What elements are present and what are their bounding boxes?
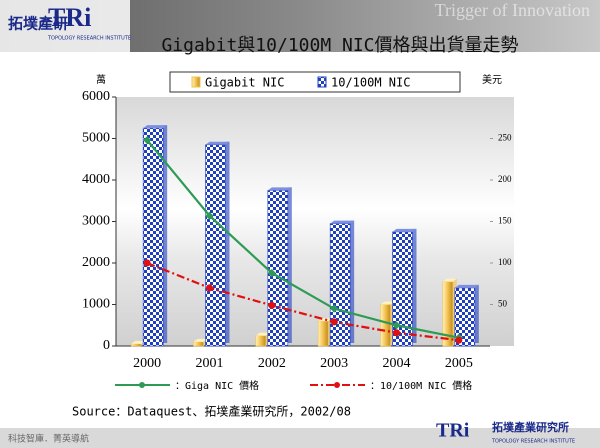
logo-cn: 拓墣產研 — [8, 15, 68, 33]
line-marker — [205, 211, 214, 220]
legend-label: Gigabit NIC — [205, 76, 284, 90]
bar-top — [205, 141, 230, 145]
line — [146, 139, 460, 339]
footer-logo: TRi — [436, 420, 470, 442]
bar — [317, 320, 329, 347]
bar-top — [454, 284, 479, 288]
y-tick-label: 0 — [103, 338, 110, 353]
y-tick-label: 2000 — [82, 255, 110, 270]
legend-marker — [139, 382, 145, 388]
logo-bg — [0, 0, 130, 52]
x-tick-label: 2004 — [383, 356, 411, 371]
y-tick-label: 1000 — [82, 297, 110, 312]
bar-side — [287, 187, 292, 343]
logo: TRi — [48, 3, 91, 32]
bar — [329, 223, 351, 347]
logo-sub: TOPOLOGY RESEARCH INSTITUTE — [47, 36, 131, 42]
line-marker — [330, 304, 339, 313]
bar — [130, 343, 142, 347]
line-marker — [330, 318, 338, 326]
y-tick-label: 6000 — [82, 89, 110, 104]
bar-side — [163, 125, 168, 343]
x-tick-label: 2003 — [320, 356, 348, 371]
legend-label: ：Giga NIC 價格 — [175, 379, 259, 392]
line-marker — [206, 284, 213, 292]
x-tick-label: 2001 — [196, 356, 224, 371]
line — [146, 261, 459, 342]
x-tick-label: 2002 — [258, 356, 286, 371]
bar-top — [380, 301, 395, 305]
source: Source：Dataquest、拓墣產業研究所，2002/08 — [72, 404, 351, 419]
bar — [193, 341, 204, 347]
bar-top — [143, 125, 168, 129]
bar-top — [267, 187, 292, 191]
bar-side — [412, 228, 417, 343]
line-marker — [268, 301, 276, 309]
line-marker — [393, 329, 400, 337]
x-tick-label: 2000 — [133, 356, 161, 371]
bar — [205, 144, 226, 347]
bar-top — [330, 220, 355, 224]
y2-tick-label: 150 — [498, 216, 512, 226]
y2-unit: 美元 — [482, 73, 502, 86]
bar — [142, 127, 164, 347]
legend-label: ：10/100M NIC 價格 — [370, 379, 472, 392]
bar-top — [255, 332, 270, 336]
y-tick-label: 5000 — [82, 131, 110, 146]
y-tick-label: 4000 — [82, 172, 110, 187]
footer-logo-cn: 拓墣產業研究所 — [492, 420, 569, 434]
y2-tick-label: 200 — [498, 174, 512, 184]
line-marker — [455, 336, 463, 344]
legend-swatch — [191, 76, 201, 88]
legend-swatch — [317, 76, 327, 88]
line-marker — [143, 259, 151, 267]
bar — [255, 335, 267, 347]
bar-top — [193, 338, 208, 342]
footer-band — [0, 428, 600, 448]
bar-top — [131, 340, 146, 344]
bar-side — [225, 141, 230, 343]
y-unit: 萬 — [96, 73, 106, 86]
x-tick-label: 2005 — [445, 356, 473, 371]
footer-slogan: 科技智庫．菁英導航 — [8, 433, 89, 445]
legend-label: 10/100M NIC — [331, 76, 410, 90]
y2-tick-label: 250 — [498, 133, 512, 143]
bar-top — [442, 278, 457, 282]
bar-top — [392, 228, 417, 232]
bar-side — [350, 220, 355, 343]
bar-side — [474, 284, 479, 343]
legend-marker — [334, 382, 340, 388]
chart-title: Gigabit與10/100M NIC價格與出貨量走勢 — [161, 35, 518, 56]
line-marker — [267, 268, 276, 277]
legend-box — [169, 71, 461, 93]
footer-logo-sub: TOPOLOGY RESEARCH INSTITUTE — [491, 439, 575, 445]
tagline: Trigger of Innovation — [435, 0, 590, 20]
y2-tick-label: 100 — [498, 257, 512, 267]
line-marker — [392, 321, 401, 330]
bar — [267, 190, 289, 347]
y2-tick-label: 50 — [498, 299, 508, 309]
y-tick-label: 3000 — [82, 214, 110, 229]
line-marker — [143, 136, 152, 145]
bar — [380, 304, 391, 347]
